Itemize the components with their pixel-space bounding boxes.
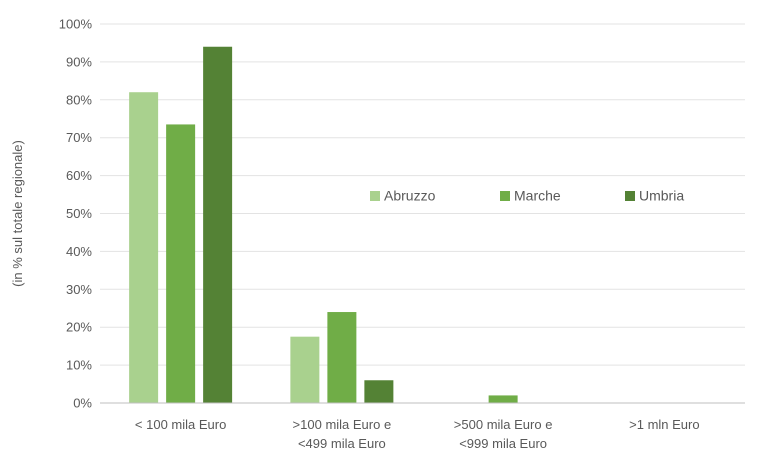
- y-tick-label: 100%: [59, 17, 93, 32]
- bar-umbria-0: [203, 46, 233, 404]
- y-tick-label: 10%: [66, 358, 92, 373]
- x-tick-label: < 100 mila Euro: [135, 417, 226, 432]
- x-tick-label: >500 mila Euro e: [454, 417, 553, 432]
- y-tick-label: 90%: [66, 54, 92, 69]
- y-axis-ticks: 0% 10% 20% 30% 40% 50% 60% 70% 80% 90% 100%: [59, 17, 93, 411]
- legend-swatch-abruzzo: [370, 191, 380, 201]
- legend-label-umbria: Umbria: [639, 188, 684, 204]
- x-tick-label: <499 mila Euro: [298, 436, 386, 451]
- x-tick-label: >1 mln Euro: [629, 417, 699, 432]
- x-tick-label: >100 mila Euro e: [293, 417, 392, 432]
- bar-abruzzo-0: [129, 92, 159, 403]
- bar-marche-0: [166, 124, 196, 403]
- y-tick-label: 70%: [66, 130, 92, 145]
- bar-marche-1: [327, 312, 357, 403]
- y-tick-label: 80%: [66, 92, 92, 107]
- bar-marche-2: [488, 395, 518, 403]
- x-tick-label: <999 mila Euro: [459, 436, 547, 451]
- legend-swatch-umbria: [625, 191, 635, 201]
- y-tick-label: 20%: [66, 320, 92, 335]
- y-tick-label: 60%: [66, 168, 92, 183]
- bars: [129, 46, 518, 404]
- bar-abruzzo-1: [290, 336, 320, 403]
- legend: Abruzzo Marche Umbria: [370, 188, 684, 204]
- legend-label-abruzzo: Abruzzo: [384, 188, 436, 204]
- y-tick-label: 30%: [66, 282, 92, 297]
- legend-swatch-marche: [500, 191, 510, 201]
- y-tick-label: 50%: [66, 206, 92, 221]
- y-axis-label: (in % sul totale regionale): [10, 140, 25, 287]
- y-tick-label: 40%: [66, 244, 92, 259]
- y-tick-label: 0%: [73, 396, 92, 411]
- x-axis-ticks: < 100 mila Euro >100 mila Euro e <499 mila…: [135, 417, 700, 451]
- legend-label-marche: Marche: [514, 188, 561, 204]
- bar-umbria-1: [364, 380, 394, 403]
